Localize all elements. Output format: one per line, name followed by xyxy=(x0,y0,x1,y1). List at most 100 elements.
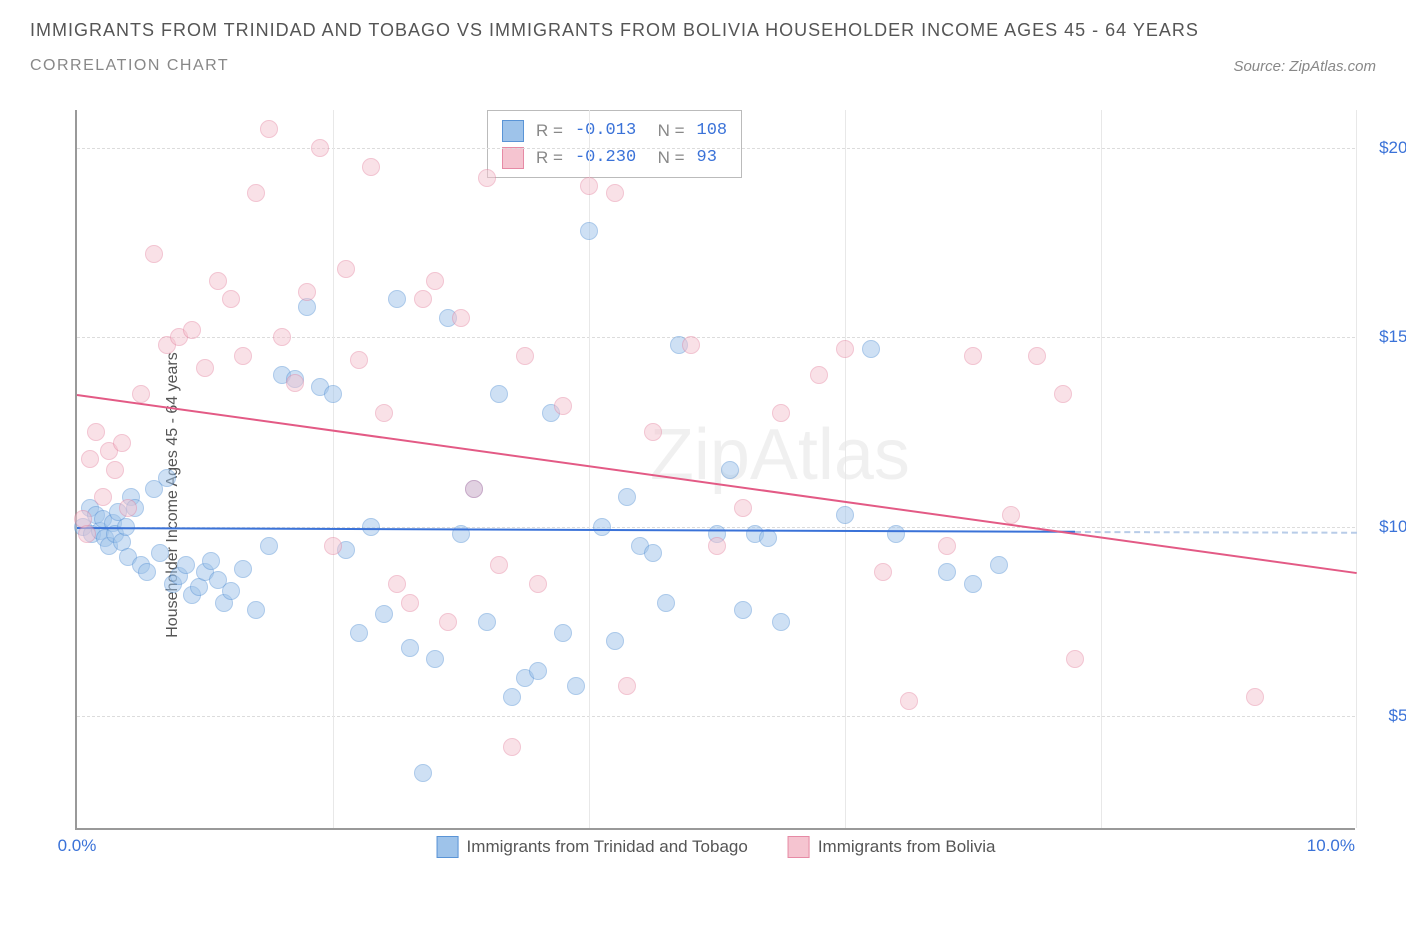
scatter-point xyxy=(644,423,662,441)
legend-swatch-bolivia xyxy=(788,836,810,858)
scatter-point xyxy=(644,544,662,562)
scatter-point xyxy=(81,450,99,468)
scatter-point xyxy=(554,397,572,415)
scatter-point xyxy=(414,290,432,308)
scatter-point xyxy=(734,499,752,517)
scatter-point xyxy=(580,222,598,240)
scatter-point xyxy=(138,563,156,581)
scatter-point xyxy=(529,662,547,680)
scatter-point xyxy=(311,139,329,157)
legend-item-trinidad: Immigrants from Trinidad and Tobago xyxy=(437,836,748,858)
y-tick-label: $50,000 xyxy=(1389,706,1406,726)
scatter-point xyxy=(516,347,534,365)
scatter-point xyxy=(87,423,105,441)
scatter-point xyxy=(196,359,214,377)
gridline-v xyxy=(589,110,590,828)
x-max-label: 10.0% xyxy=(1307,836,1355,856)
scatter-point xyxy=(708,537,726,555)
scatter-point xyxy=(1054,385,1072,403)
scatter-point xyxy=(375,605,393,623)
scatter-point xyxy=(862,340,880,358)
scatter-point xyxy=(260,537,278,555)
scatter-point xyxy=(94,488,112,506)
scatter-point xyxy=(222,582,240,600)
scatter-point xyxy=(490,385,508,403)
chart-header: IMMIGRANTS FROM TRINIDAD AND TOBAGO VS I… xyxy=(0,0,1406,85)
scatter-point xyxy=(465,480,483,498)
gridline-v xyxy=(1101,110,1102,828)
scatter-point xyxy=(606,632,624,650)
scatter-point xyxy=(426,650,444,668)
r-value-trinidad: -0.013 xyxy=(575,117,636,144)
y-tick-label: $200,000 xyxy=(1379,138,1406,158)
scatter-point xyxy=(964,347,982,365)
scatter-point xyxy=(177,556,195,574)
scatter-point xyxy=(618,488,636,506)
scatter-point xyxy=(580,177,598,195)
scatter-point xyxy=(202,552,220,570)
plot-area: ZipAtlas R = -0.013 N = 108 R = -0.230 N… xyxy=(75,110,1355,830)
scatter-point xyxy=(234,347,252,365)
scatter-point xyxy=(593,518,611,536)
scatter-point xyxy=(772,613,790,631)
y-tick-label: $100,000 xyxy=(1379,517,1406,537)
gridline-v xyxy=(845,110,846,828)
scatter-point xyxy=(113,434,131,452)
scatter-point xyxy=(490,556,508,574)
series-legend: Immigrants from Trinidad and Tobago Immi… xyxy=(437,836,996,858)
scatter-point xyxy=(286,374,304,392)
scatter-point xyxy=(938,563,956,581)
scatter-point xyxy=(298,283,316,301)
scatter-point xyxy=(247,184,265,202)
scatter-point xyxy=(810,366,828,384)
scatter-point xyxy=(78,525,96,543)
watermark: ZipAtlas xyxy=(650,414,910,496)
y-tick-label: $150,000 xyxy=(1379,327,1406,347)
scatter-point xyxy=(721,461,739,479)
scatter-point xyxy=(401,639,419,657)
scatter-point xyxy=(900,692,918,710)
n-value-trinidad: 108 xyxy=(697,117,728,144)
legend-item-bolivia: Immigrants from Bolivia xyxy=(788,836,996,858)
scatter-point xyxy=(337,260,355,278)
scatter-point xyxy=(362,518,380,536)
scatter-point xyxy=(554,624,572,642)
scatter-point xyxy=(1002,506,1020,524)
scatter-point xyxy=(682,336,700,354)
scatter-point xyxy=(324,537,342,555)
scatter-point xyxy=(772,404,790,422)
scatter-point xyxy=(132,385,150,403)
chart-container: Householder Income Ages 45 - 64 years Zi… xyxy=(30,100,1376,890)
scatter-point xyxy=(151,544,169,562)
subtitle-row: CORRELATION CHART Source: ZipAtlas.com xyxy=(30,57,1376,75)
legend-swatch-trinidad xyxy=(502,120,524,142)
scatter-point xyxy=(618,677,636,695)
scatter-point xyxy=(452,309,470,327)
scatter-point xyxy=(183,321,201,339)
scatter-point xyxy=(362,158,380,176)
chart-title: IMMIGRANTS FROM TRINIDAD AND TOBAGO VS I… xyxy=(30,20,1376,41)
scatter-point xyxy=(836,506,854,524)
scatter-point xyxy=(1246,688,1264,706)
correlation-legend: R = -0.013 N = 108 R = -0.230 N = 93 xyxy=(487,110,742,178)
scatter-point xyxy=(401,594,419,612)
gridline-h xyxy=(77,148,1355,149)
scatter-point xyxy=(260,120,278,138)
scatter-point xyxy=(1028,347,1046,365)
scatter-point xyxy=(426,272,444,290)
legend-swatch-trinidad xyxy=(437,836,459,858)
scatter-point xyxy=(145,245,163,263)
scatter-point xyxy=(887,525,905,543)
scatter-point xyxy=(247,601,265,619)
chart-subtitle: CORRELATION CHART xyxy=(30,57,229,75)
scatter-point xyxy=(158,469,176,487)
r-label: R = xyxy=(536,117,563,144)
gridline-v xyxy=(1356,110,1357,828)
scatter-point xyxy=(375,404,393,422)
gridline-v xyxy=(333,110,334,828)
scatter-point xyxy=(350,351,368,369)
scatter-point xyxy=(388,575,406,593)
scatter-point xyxy=(874,563,892,581)
scatter-point xyxy=(388,290,406,308)
x-tick-label: 0.0% xyxy=(58,836,97,856)
